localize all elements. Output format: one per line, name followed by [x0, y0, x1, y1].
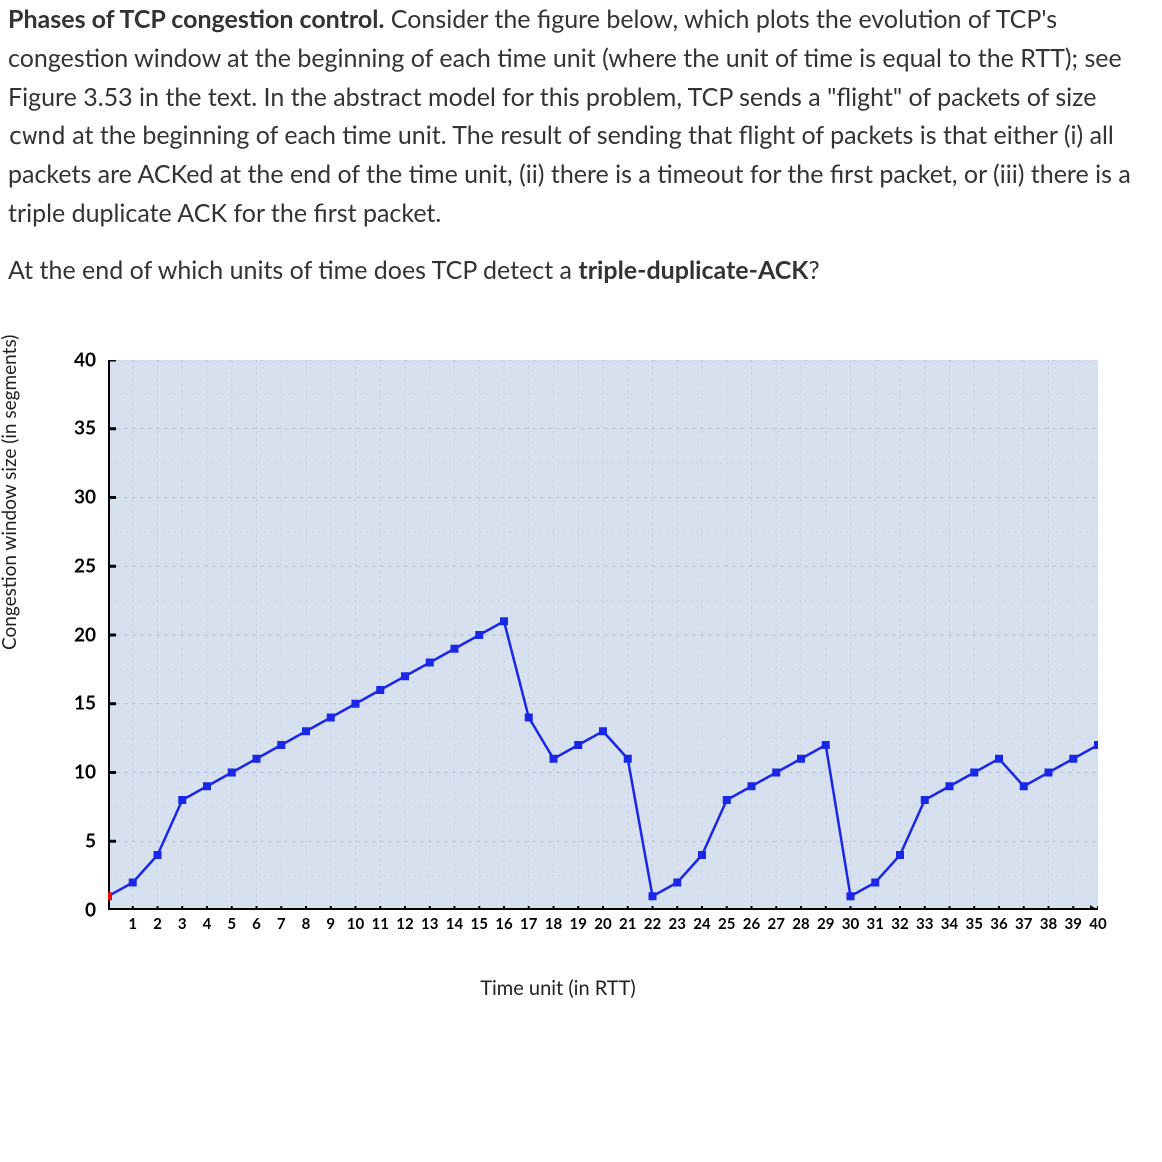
x-tick-label: 39	[1065, 915, 1082, 933]
x-tick-label: 35	[966, 915, 983, 933]
x-tick-label: 26	[743, 915, 760, 933]
x-tick-label: 30	[842, 915, 859, 933]
x-tick-label: 10	[347, 915, 364, 933]
congestion-window-chart: Congestion window size (in segments) 051…	[8, 360, 1108, 1000]
x-tick-label: 31	[867, 915, 884, 933]
x-tick-label: 18	[545, 915, 562, 933]
y-tick-label: 30	[56, 486, 96, 509]
y-tick-label: 10	[56, 761, 96, 784]
x-tick-label: 15	[471, 915, 488, 933]
y-tick-label: 15	[56, 692, 96, 715]
cwnd-code: cwnd	[8, 122, 66, 150]
x-tick-label: 16	[495, 915, 512, 933]
x-tick-label: 38	[1040, 915, 1057, 933]
x-tick-label: 37	[1015, 915, 1032, 933]
problem-body-2: at the beginning of each time unit. The …	[8, 120, 1131, 228]
x-tick-label: 12	[396, 915, 413, 933]
question-bold: triple-duplicate-ACK	[578, 255, 808, 285]
x-tick-label: 20	[594, 915, 611, 933]
x-tick-label: 3	[178, 915, 187, 933]
x-tick-label: 21	[619, 915, 636, 933]
x-tick-label: 22	[644, 915, 661, 933]
y-tick-label: 35	[56, 417, 96, 440]
x-tick-label: 13	[421, 915, 438, 933]
x-tick-label: 34	[941, 915, 958, 933]
x-tick-label: 11	[372, 915, 389, 933]
x-tick-label: 32	[891, 915, 908, 933]
y-tick-label: 20	[56, 623, 96, 646]
chart-y-axis-label: Congestion window size (in segments)	[0, 334, 21, 649]
x-tick-label: 4	[203, 915, 212, 933]
y-tick-label: 0	[56, 898, 96, 921]
x-tick-label: 23	[669, 915, 686, 933]
x-tick-label: 40	[1089, 915, 1106, 933]
y-tick-label: 25	[56, 554, 96, 577]
question-before: At the end of which units of time does T…	[8, 255, 578, 285]
x-tick-label: 8	[302, 915, 311, 933]
x-tick-label: 9	[326, 915, 335, 933]
x-tick-label: 27	[768, 915, 785, 933]
x-tick-label: 6	[252, 915, 261, 933]
x-tick-label: 2	[153, 915, 162, 933]
chart-x-axis-label: Time unit (in RTT)	[8, 976, 1108, 1000]
x-tick-label: 1	[128, 915, 137, 933]
question-after: ?	[808, 255, 819, 285]
x-tick-label: 17	[520, 915, 537, 933]
y-tick-label: 40	[56, 348, 96, 371]
x-tick-label: 24	[693, 915, 710, 933]
x-tick-label: 29	[817, 915, 834, 933]
problem-statement: Phases of TCP congestion control. Consid…	[8, 0, 1154, 233]
x-tick-label: 33	[916, 915, 933, 933]
question-text: At the end of which units of time does T…	[8, 251, 1154, 290]
chart-plot-area	[108, 360, 1098, 910]
x-tick-label: 5	[227, 915, 236, 933]
y-tick-label: 5	[56, 829, 96, 852]
x-tick-label: 36	[990, 915, 1007, 933]
x-tick-label: 25	[718, 915, 735, 933]
x-tick-label: 14	[446, 915, 463, 933]
x-tick-label: 19	[570, 915, 587, 933]
x-tick-label: 7	[277, 915, 286, 933]
x-tick-label: 28	[792, 915, 809, 933]
problem-title: Phases of TCP congestion control.	[8, 4, 384, 34]
